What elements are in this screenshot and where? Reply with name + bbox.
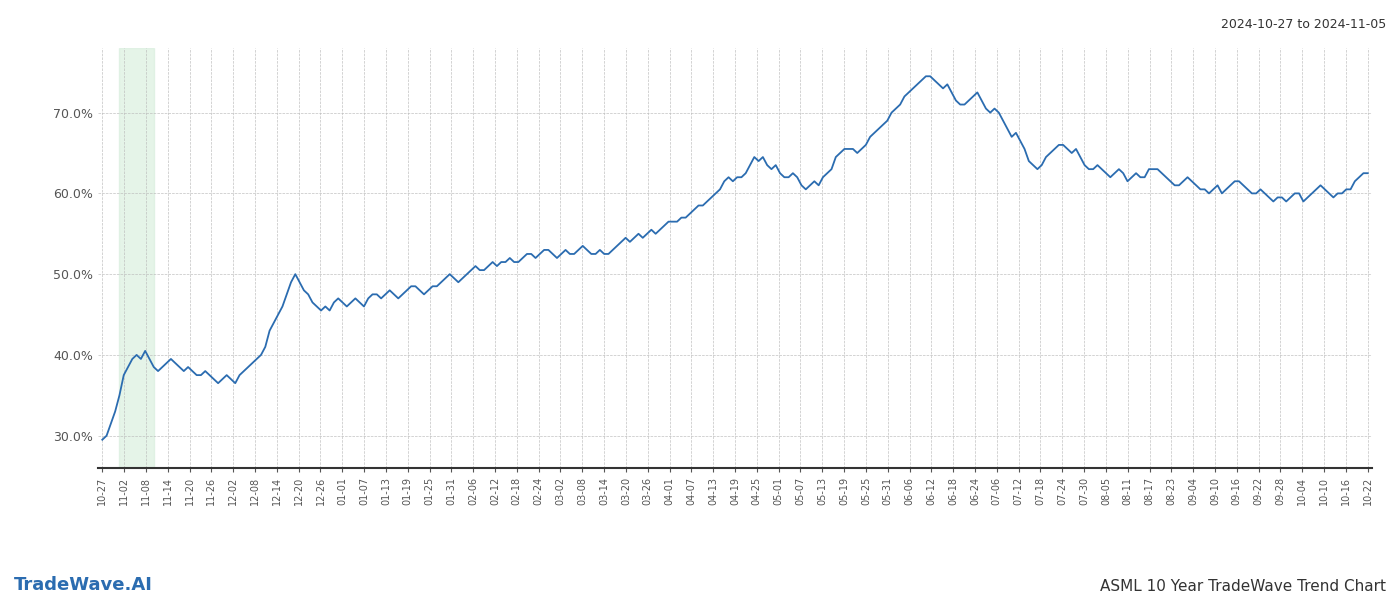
Text: TradeWave.AI: TradeWave.AI [14, 576, 153, 594]
Text: ASML 10 Year TradeWave Trend Chart: ASML 10 Year TradeWave Trend Chart [1100, 579, 1386, 594]
Text: 2024-10-27 to 2024-11-05: 2024-10-27 to 2024-11-05 [1221, 18, 1386, 31]
Bar [119, 48, 154, 468]
